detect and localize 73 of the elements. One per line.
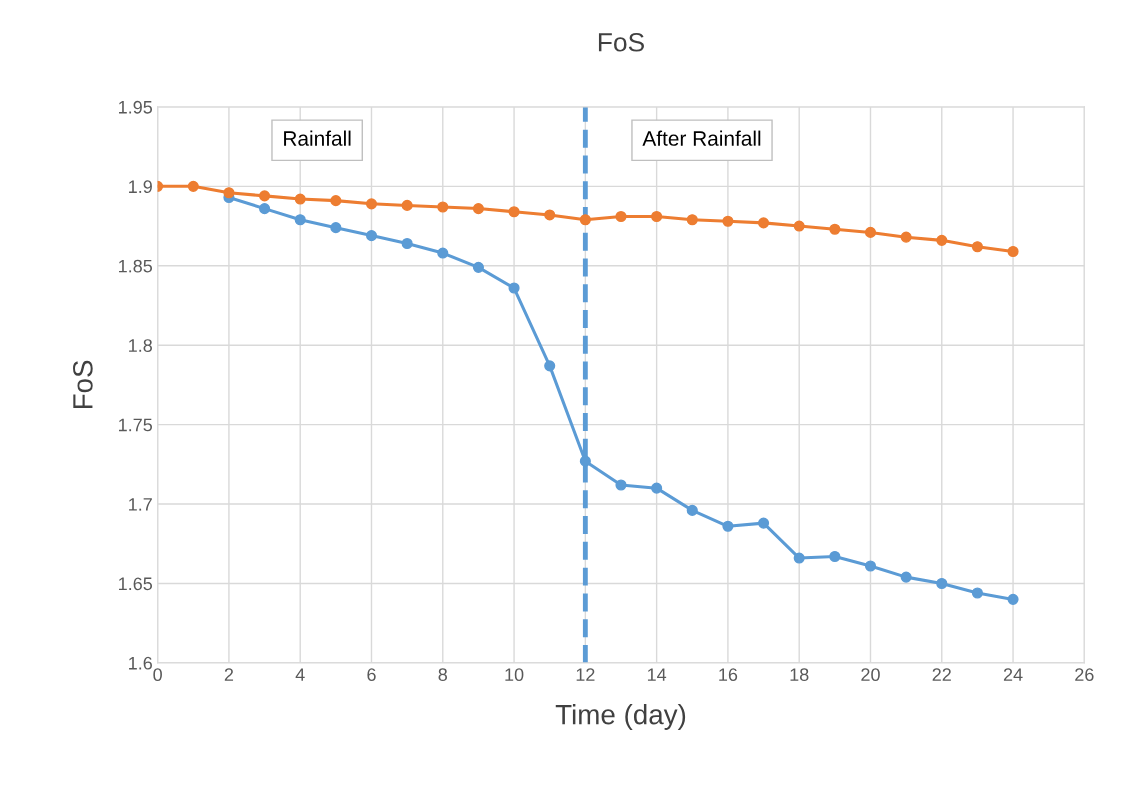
point	[793, 552, 805, 564]
x-tick-label: 4	[295, 668, 305, 681]
point	[864, 226, 877, 238]
point	[508, 206, 520, 218]
point	[900, 571, 912, 583]
point	[472, 203, 484, 215]
y-tick-label: 1.7	[129, 498, 152, 511]
point	[864, 560, 877, 572]
point	[829, 223, 841, 235]
point	[971, 241, 983, 253]
point	[936, 234, 948, 246]
y-tick-label: 1.75	[119, 418, 153, 432]
point	[1007, 245, 1019, 258]
point	[615, 210, 627, 223]
point	[294, 193, 306, 205]
annotation: After Rainfall	[642, 130, 761, 146]
point	[294, 214, 306, 226]
x-tick-label: 12	[576, 668, 595, 681]
point	[544, 209, 556, 221]
y-tick-label: 1.6	[129, 656, 152, 670]
x-tick-label: 6	[367, 668, 376, 682]
y-tick-label: 1.85	[119, 259, 153, 273]
point	[579, 214, 591, 226]
point	[365, 230, 378, 242]
point	[758, 217, 770, 229]
point	[1007, 593, 1019, 605]
point	[259, 203, 271, 215]
x-tick-label: 0	[153, 668, 162, 682]
point	[330, 195, 342, 207]
point	[900, 231, 912, 243]
point	[686, 214, 698, 226]
point	[223, 187, 235, 199]
point	[971, 587, 983, 599]
point	[508, 282, 520, 294]
point	[401, 237, 413, 250]
point	[472, 261, 484, 273]
point	[722, 215, 734, 227]
point	[544, 360, 556, 372]
x-tick-label: 18	[790, 668, 809, 682]
point	[651, 482, 663, 494]
y-tick-label: 1.95	[119, 100, 153, 114]
x-tick-label: 10	[505, 668, 524, 682]
y-tick-label: 1.8	[129, 339, 152, 352]
point	[829, 550, 841, 563]
x-tick-label: 22	[932, 668, 951, 681]
y-axis-title: FoS	[73, 360, 93, 409]
point	[793, 220, 805, 232]
point	[722, 520, 734, 532]
x-tick-label: 20	[861, 668, 880, 682]
point	[686, 504, 698, 516]
point	[330, 222, 342, 234]
x-axis-title: Time (day)	[555, 704, 686, 730]
point	[401, 199, 413, 211]
point	[936, 577, 948, 590]
point	[437, 247, 449, 259]
point	[437, 201, 449, 213]
x-tick-label: 8	[438, 668, 448, 682]
x-tick-label: 16	[719, 668, 738, 682]
point	[651, 210, 663, 223]
y-tick-label: 1.9	[129, 180, 152, 194]
y-tick-label: 1.65	[119, 577, 153, 591]
x-tick-label: 24	[1003, 668, 1023, 681]
point	[259, 190, 271, 202]
x-tick-label: 26	[1075, 668, 1094, 682]
annotation: Rainfall	[284, 130, 351, 146]
point	[187, 180, 199, 192]
x-tick-label: 2	[224, 668, 234, 681]
point	[579, 455, 591, 467]
x-tick-label: 14	[647, 668, 667, 681]
point	[365, 198, 378, 210]
chart-title: FoS	[598, 32, 644, 52]
point	[615, 479, 627, 491]
point	[758, 517, 770, 529]
